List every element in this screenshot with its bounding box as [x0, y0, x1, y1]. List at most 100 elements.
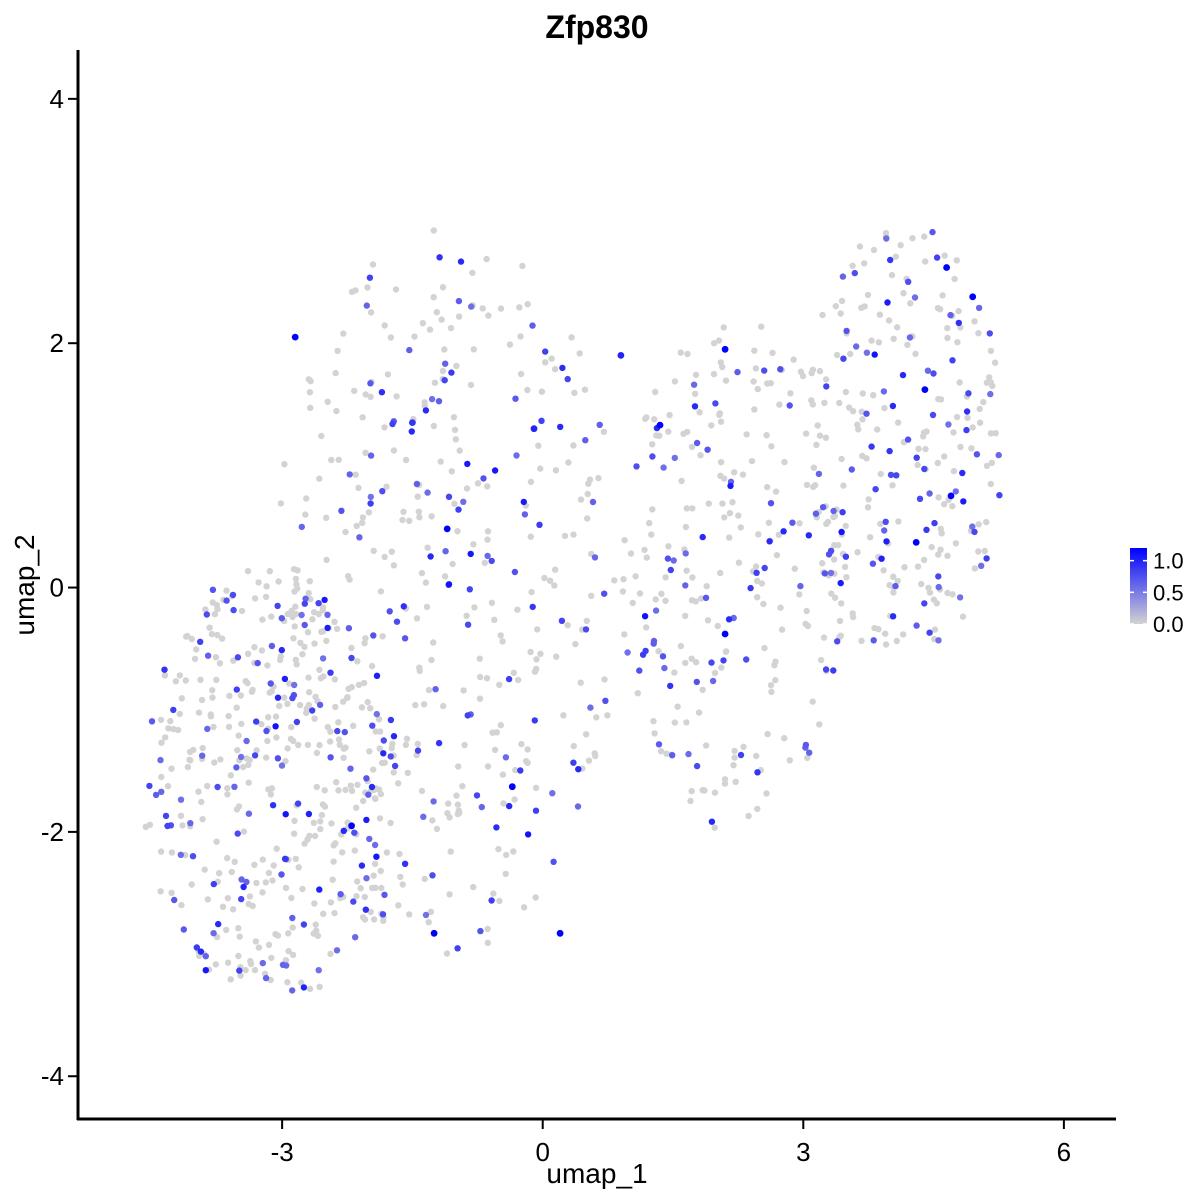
cell-point: [335, 787, 342, 794]
cell-point: [440, 702, 447, 710]
cell-point: [276, 702, 283, 710]
cell-point: [216, 870, 223, 877]
cell-point: [370, 547, 377, 554]
cell-point: [204, 725, 211, 733]
cell-point: [383, 849, 391, 856]
cell-point: [752, 563, 760, 570]
cell-point: [511, 796, 518, 803]
cell-point: [574, 803, 582, 810]
cell-point: [335, 456, 342, 463]
cell-point: [184, 763, 192, 771]
cell-point: [490, 890, 497, 897]
cell-point: [214, 783, 221, 791]
cell-point: [532, 894, 539, 901]
cell-point: [295, 864, 302, 871]
cell-point: [777, 604, 784, 611]
cell-point: [235, 952, 242, 960]
cell-point: [425, 919, 432, 926]
cell-point: [447, 324, 455, 332]
cell-point: [671, 378, 679, 385]
cell-point: [348, 644, 355, 652]
cell-point: [971, 318, 978, 325]
cell-point: [564, 375, 571, 383]
cell-point-high: [508, 783, 516, 791]
cell-point: [227, 772, 234, 779]
cell-point: [313, 749, 321, 757]
cell-point: [202, 606, 209, 613]
cell-point: [809, 401, 816, 408]
cell-point: [421, 399, 428, 406]
cell-point: [480, 475, 487, 482]
cell-point: [804, 754, 811, 761]
cell-point: [591, 554, 599, 561]
cell-point: [975, 304, 983, 312]
cell-point: [362, 906, 369, 913]
cell-point: [558, 617, 566, 624]
cell-point: [233, 764, 240, 771]
cell-point: [304, 741, 312, 748]
cell-point: [484, 925, 491, 933]
cell-point: [210, 880, 217, 888]
cell-point: [875, 625, 882, 633]
cell-point: [177, 851, 184, 858]
cell-point: [162, 734, 169, 741]
cell-point: [682, 612, 689, 620]
cell-point: [704, 617, 712, 624]
cell-point: [629, 599, 636, 607]
cell-point: [367, 309, 375, 316]
cell-point: [281, 855, 289, 862]
cell-point: [866, 534, 874, 541]
cell-point: [373, 853, 380, 860]
cell-point: [207, 713, 215, 720]
cell-point: [695, 709, 703, 716]
cell-point: [693, 762, 701, 770]
cell-point: [701, 787, 708, 794]
cell-point: [390, 562, 398, 569]
cell-point: [311, 715, 318, 722]
cell-point: [484, 483, 491, 490]
cell-point: [313, 783, 320, 791]
cell-point: [763, 432, 770, 439]
cell-point: [600, 428, 608, 435]
cell-point: [328, 820, 335, 827]
cell-point: [819, 311, 826, 319]
cell-point: [264, 737, 271, 745]
cell-point: [393, 618, 401, 625]
cell-point: [311, 640, 318, 647]
cell-point: [404, 769, 411, 777]
cell-point: [685, 750, 692, 758]
cell-point: [470, 541, 477, 548]
colorbar-tick-label: 1.0: [1153, 549, 1184, 574]
cell-point: [373, 672, 381, 679]
cell-point: [176, 710, 183, 718]
cell-point: [582, 626, 590, 633]
cell-point: [926, 589, 934, 596]
cell-point: [168, 765, 175, 772]
cell-point: [375, 716, 383, 723]
cell-point: [951, 275, 958, 283]
cell-point: [755, 531, 762, 538]
cell-point-high: [530, 425, 538, 433]
cell-point: [430, 422, 437, 430]
cell-point: [665, 543, 672, 550]
cell-point: [773, 552, 781, 559]
cell-point: [926, 490, 933, 497]
cell-point: [766, 538, 773, 545]
cell-point: [320, 673, 327, 680]
cell-point: [753, 569, 760, 576]
cell-point: [944, 324, 951, 332]
cell-point: [371, 860, 379, 868]
cell-point: [340, 754, 347, 761]
cell-point: [648, 531, 655, 538]
cell-point: [341, 728, 348, 736]
cell-point: [272, 723, 279, 730]
cell-point: [356, 534, 363, 541]
cell-point: [714, 622, 721, 630]
cell-point: [890, 335, 897, 342]
cell-point: [593, 714, 600, 721]
cell-point: [187, 820, 194, 827]
cell-point: [269, 877, 276, 884]
cell-point: [945, 421, 952, 428]
cell-point: [955, 307, 962, 315]
cell-point: [247, 957, 254, 965]
